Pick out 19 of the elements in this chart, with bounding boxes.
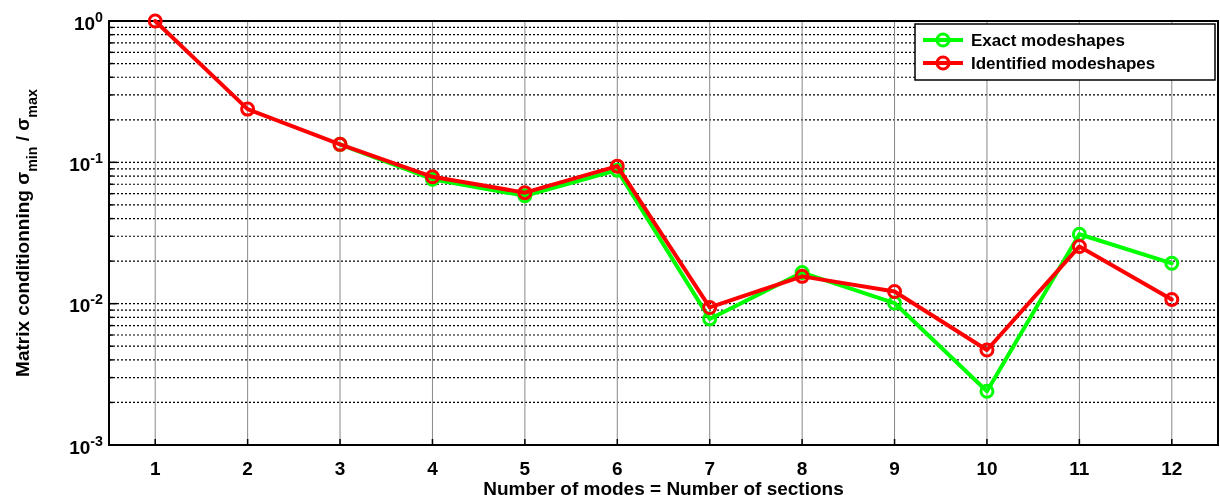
x-tick-label: 5 — [519, 458, 531, 479]
y-tick-label: 10$^{-3}$ — [69, 432, 104, 458]
x-tick-label: 4 — [427, 458, 439, 479]
x-tick-label: 6 — [612, 458, 623, 479]
legend-label: Exact modeshapes — [971, 30, 1126, 50]
x-tick-label: 11 — [1069, 458, 1090, 479]
x-tick-label: 3 — [334, 458, 346, 479]
x-tick-label: 2 — [242, 458, 253, 479]
legend-label: Identified modeshapes — [971, 53, 1156, 73]
x-tick-label: 10 — [976, 458, 998, 479]
y-tick-label: 10$^{-2}$ — [69, 291, 104, 317]
x-tick-label: 12 — [1161, 458, 1183, 479]
x-tick-label: 7 — [704, 458, 715, 479]
x-tick-label: 8 — [796, 458, 808, 479]
y-tick-label: 10$^{0}$ — [73, 8, 104, 34]
x-tick-label: 9 — [889, 458, 900, 479]
y-tick-label: 10$^{-1}$ — [69, 149, 104, 175]
x-axis-title: Number of modes = Number of sections — [483, 478, 844, 495]
x-tick-label: 1 — [149, 458, 161, 479]
